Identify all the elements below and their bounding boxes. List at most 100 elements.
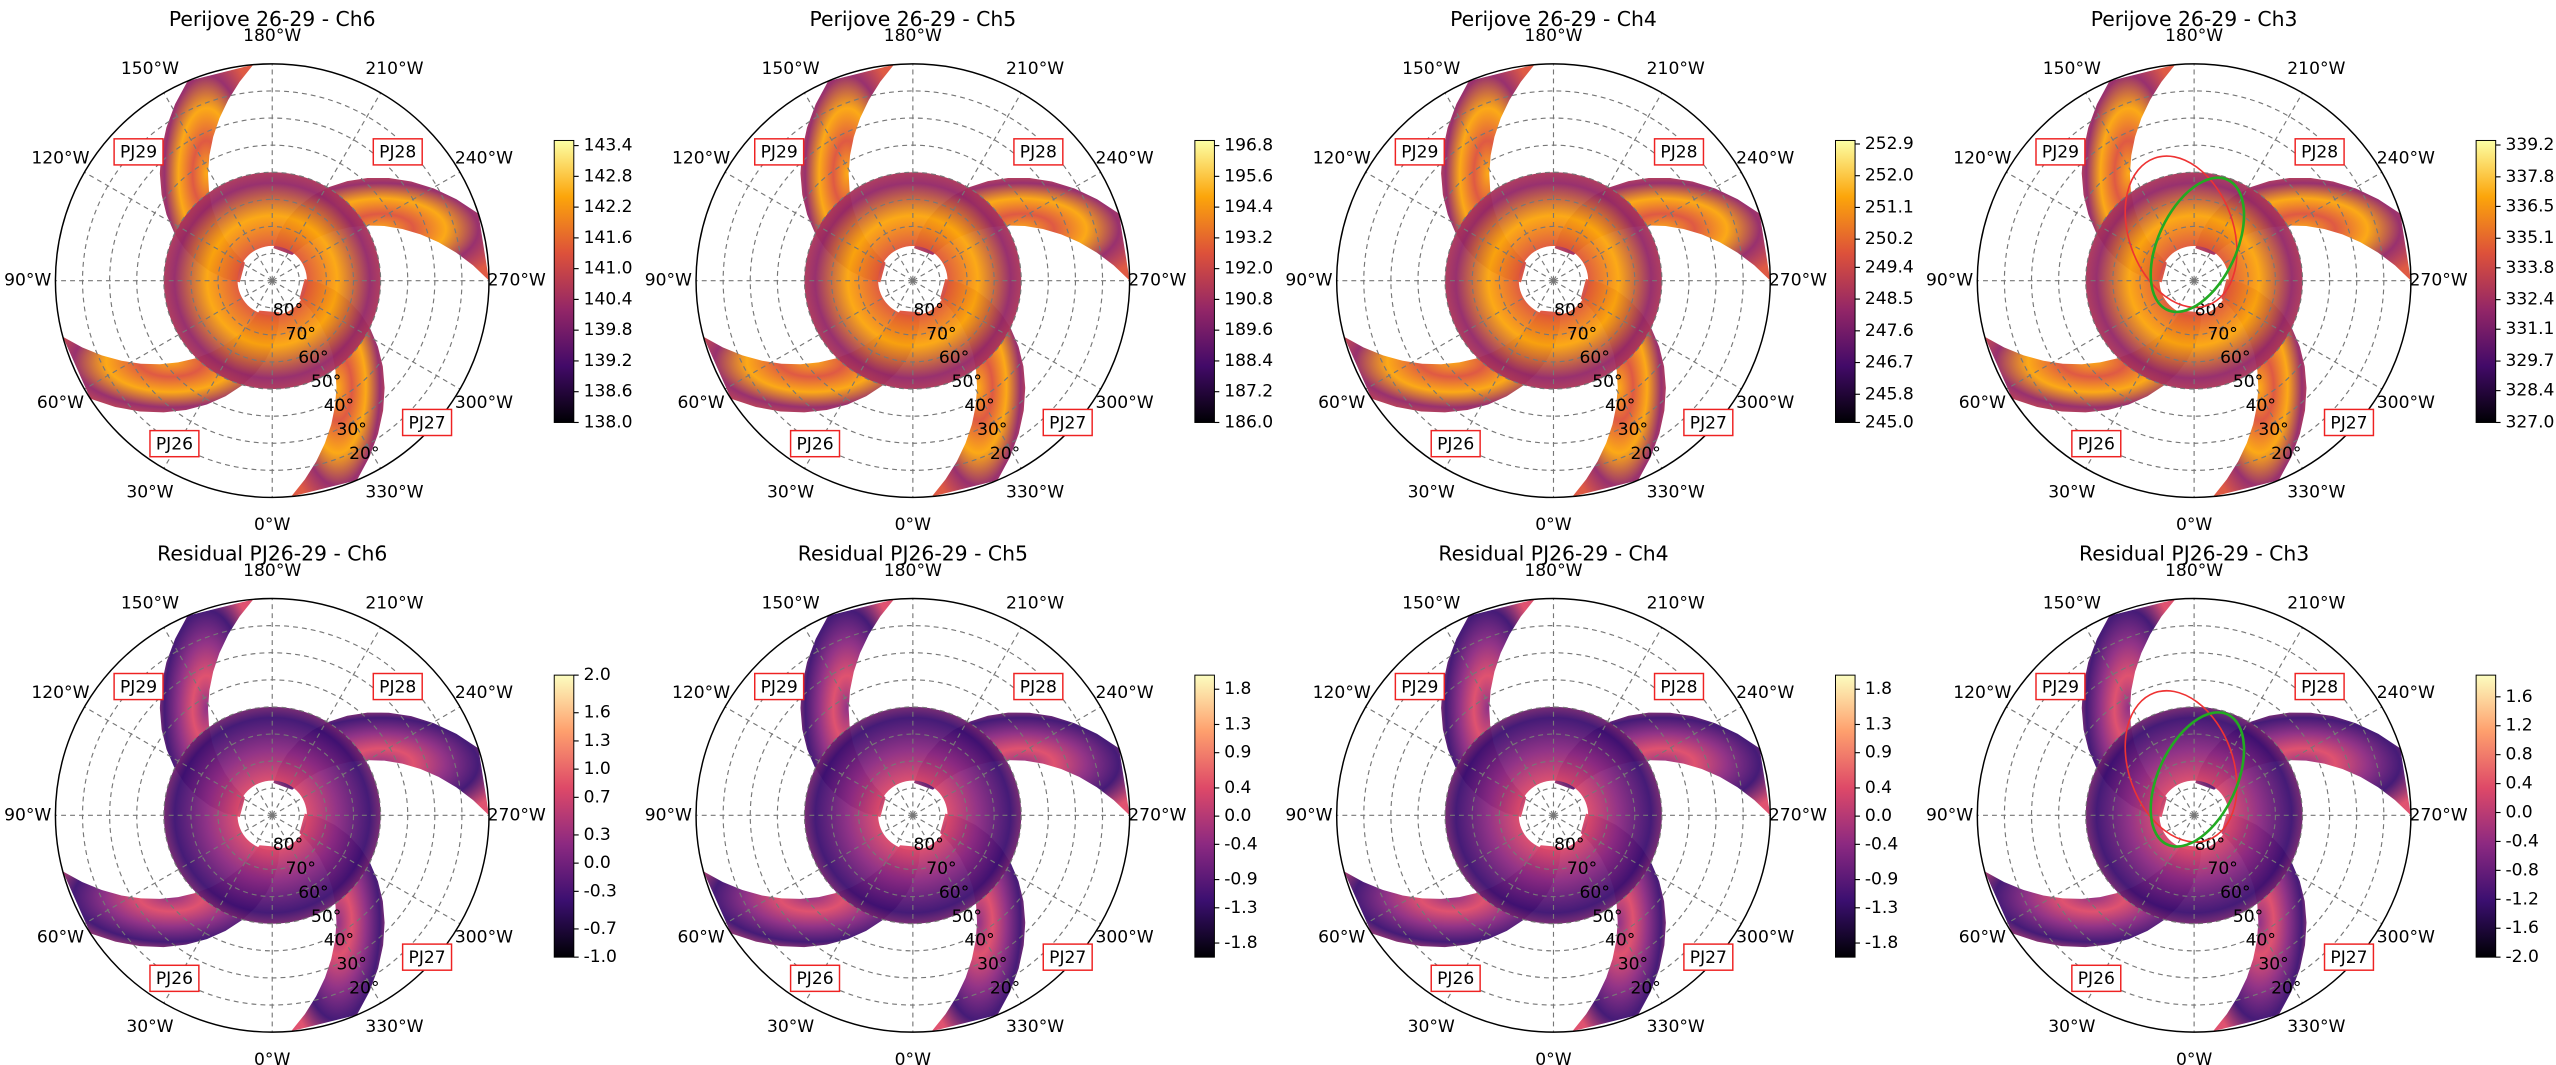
lon-label: 300°W [1096, 928, 1154, 948]
lat-label: 50° [311, 907, 341, 927]
colorbar-tick-label: 140.4 [584, 289, 633, 309]
colorbar-tick-label: -2.0 [2505, 947, 2538, 967]
lon-label: 90°W [4, 805, 51, 825]
lon-grid [724, 814, 914, 925]
map-swath [804, 706, 1022, 924]
colorbar-tick-label: 327.0 [2505, 412, 2554, 432]
lat-label: 30° [336, 420, 366, 440]
lon-label: 330°W [2287, 482, 2345, 502]
colorbar-tick-label: -0.9 [1224, 870, 1257, 890]
pj-box [789, 429, 841, 458]
colorbar [553, 139, 575, 423]
lon-label: 150°W [762, 59, 820, 79]
colorbar-tick-label: 337.8 [2505, 167, 2554, 187]
lon-label: 180°W [243, 561, 301, 581]
colorbar-tick-label: -0.3 [584, 881, 617, 901]
pj-label: PJ29 [2042, 677, 2079, 697]
panel-title: Perijove 26-29 - Ch6 [169, 7, 376, 31]
lon-label: 300°W [2377, 928, 2435, 948]
colorbar-tick-label: 329.7 [2505, 351, 2554, 371]
lat-label: 70° [2207, 324, 2237, 344]
colorbar-tick-label: -1.3 [1865, 898, 1898, 918]
colorbar-tick-label: 138.0 [584, 412, 633, 432]
pj-label: PJ26 [1437, 969, 1474, 989]
pj-label: PJ28 [1020, 143, 1057, 163]
lon-grid [84, 171, 273, 282]
lat-label: 50° [311, 372, 341, 392]
pj-box [1683, 408, 1734, 437]
pj-box [2294, 138, 2345, 166]
pj-label: PJ29 [120, 143, 157, 163]
lat-label: 70° [286, 859, 316, 879]
colorbar-tick-label: -1.6 [2505, 918, 2538, 938]
lat-label: 60° [939, 883, 969, 903]
lat-label: 30° [1618, 955, 1648, 975]
lat-label: 60° [298, 348, 328, 368]
lon-label: 210°W [1006, 594, 1064, 614]
colorbar-tick-label: 0.4 [1865, 778, 1892, 798]
lat-label: 80° [273, 835, 303, 855]
lon-label: 60°W [677, 928, 724, 948]
panel-title: Perijove 26-29 - Ch4 [1450, 7, 1657, 31]
colorbar-tick-label: 249.4 [1865, 257, 1914, 277]
lat-label: 50° [1592, 372, 1622, 392]
lon-label: 90°W [645, 805, 692, 825]
lat-label: 70° [2207, 859, 2237, 879]
lon-grid [1552, 815, 1663, 1004]
contour [2124, 689, 2238, 843]
lon-label: 90°W [4, 271, 51, 291]
pj-box [1653, 672, 1705, 701]
lon-label: 240°W [1736, 683, 1794, 703]
pj-label: PJ28 [1020, 677, 1057, 697]
pj-label: PJ29 [1401, 677, 1438, 697]
colorbar-tick-label: 138.6 [584, 382, 633, 402]
pj-box [1394, 672, 1446, 701]
map-swath [1445, 172, 1662, 390]
lon-label: 300°W [1096, 393, 1154, 413]
map-swath [1445, 706, 1662, 924]
lon-label: 120°W [1313, 148, 1371, 168]
map-swath [62, 845, 280, 948]
lon-label: 330°W [365, 1017, 423, 1037]
lon-label: 330°W [1006, 1017, 1064, 1037]
colorbar-tick-label: 0.0 [584, 853, 611, 873]
colorbar-tick-label: 0.4 [1224, 778, 1251, 798]
lat-label: 50° [952, 907, 982, 927]
lon-label: 30°W [126, 482, 173, 502]
colorbar-tick-label: 0.4 [2505, 774, 2532, 794]
lon-label: 240°W [2377, 683, 2435, 703]
lon-label: 240°W [2377, 148, 2435, 168]
lon-label: 30°W [767, 1017, 814, 1037]
colorbar-tick-label: 188.4 [1224, 351, 1273, 371]
lon-label: 180°W [1524, 26, 1582, 46]
lon-grid [724, 280, 914, 390]
lon-label: 120°W [31, 148, 89, 168]
pj-box [113, 672, 164, 701]
pj-label: PJ26 [2078, 969, 2115, 989]
colorbar-tick-label: -0.9 [1865, 870, 1898, 890]
lat-label: 20° [2271, 444, 2301, 464]
lon-label: 240°W [1096, 148, 1154, 168]
lat-label: 40° [324, 396, 354, 416]
lon-grid [1365, 280, 1554, 390]
lon-grid [912, 706, 1101, 816]
lat-label: 30° [977, 420, 1007, 440]
lon-label: 210°W [2287, 59, 2345, 79]
colorbar-tick-label: 336.5 [2505, 196, 2554, 216]
lon-grid [2193, 280, 2304, 469]
colorbar-tick-label: 143.4 [584, 136, 633, 156]
panel-title: Residual PJ26-29 - Ch3 [2079, 542, 2309, 566]
lon-grid [271, 280, 382, 469]
lat-label: 20° [990, 979, 1020, 999]
colorbar-tick-label: 141.0 [584, 259, 633, 279]
lon-label: 0°W [254, 1050, 290, 1065]
colorbar-tick-label: -1.8 [1865, 933, 1898, 953]
colorbar-tick-label: 1.6 [2505, 687, 2532, 707]
plot-edge [1335, 63, 1772, 499]
colorbar [553, 674, 575, 958]
lat-label: 20° [2271, 979, 2301, 999]
lat-label: 50° [2233, 372, 2263, 392]
lon-label: 0°W [1535, 515, 1571, 535]
lon-label: 30°W [1408, 482, 1455, 502]
lon-label: 300°W [1736, 393, 1794, 413]
